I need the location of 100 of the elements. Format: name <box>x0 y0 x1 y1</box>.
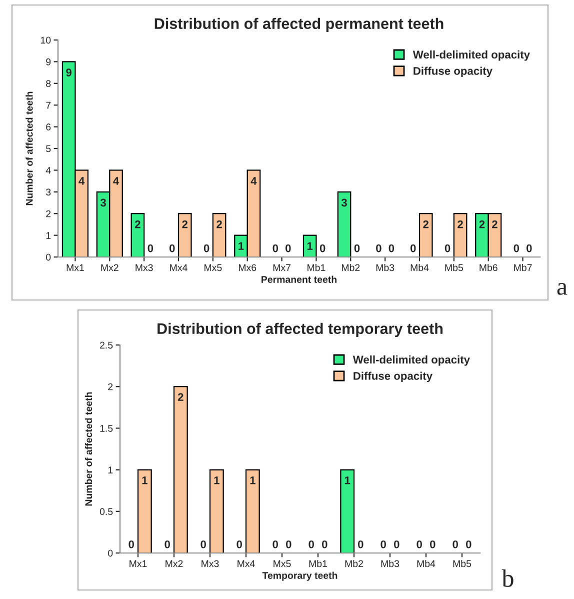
data-label: 0 <box>236 540 242 548</box>
x-tick-label: Mx4 <box>170 264 188 271</box>
data-label: 0 <box>466 540 472 548</box>
data-label: 0 <box>354 244 360 252</box>
x-tick-label: Mb5 <box>453 560 472 568</box>
data-label: 2 <box>182 220 188 228</box>
data-label: 1 <box>214 476 220 484</box>
data-label: 1 <box>238 242 244 250</box>
y-axis-title: Number of affected teeth <box>26 92 33 206</box>
data-label: 0 <box>169 244 175 252</box>
data-label: 0 <box>410 244 416 252</box>
data-label: 0 <box>430 540 436 548</box>
data-label: 0 <box>388 244 394 252</box>
x-tick-label: Mb6 <box>480 264 498 272</box>
x-tick-label: Mx1 <box>130 560 147 567</box>
data-label: 0 <box>164 540 170 548</box>
data-label: 2 <box>178 393 184 401</box>
data-label: 0 <box>452 540 458 548</box>
data-label: 0 <box>444 244 450 252</box>
bar <box>212 213 226 257</box>
y-tick-label: 0.5 <box>100 508 113 516</box>
y-tick-label: 1.5 <box>100 425 113 432</box>
legend-label: Diffuse opacity <box>414 66 492 78</box>
data-label: 1 <box>142 476 148 484</box>
chart-title: Distribution of affected temporary teeth <box>158 322 443 338</box>
data-label: 4 <box>78 177 85 185</box>
bar <box>302 234 317 257</box>
data-label: 0 <box>128 540 134 548</box>
legend-label: Well-delimited opacity <box>412 50 530 61</box>
x-tick-label: Mb1 <box>309 560 327 568</box>
x-tick-label: Mx4 <box>238 560 255 567</box>
text: a <box>557 282 568 295</box>
data-label: 0 <box>272 244 278 252</box>
x-tick-label: Mb4 <box>410 264 429 272</box>
data-label: 4 <box>113 177 120 185</box>
data-label: 0 <box>286 540 292 548</box>
y-tick-label: 0 <box>46 254 51 261</box>
x-tick-label: Mb1 <box>308 264 326 272</box>
data-label: 4 <box>250 177 257 185</box>
data-label: 0 <box>320 244 326 252</box>
data-label: 2 <box>216 220 222 228</box>
data-label: 3 <box>341 198 347 207</box>
data-label: 0 <box>376 244 382 252</box>
y-tick-label: 7 <box>46 102 51 109</box>
data-label: 0 <box>308 540 314 548</box>
data-label: 0 <box>322 540 328 548</box>
x-tick-label: Mx6 <box>238 264 256 272</box>
data-label: 0 <box>286 244 291 252</box>
data-label: 0 <box>204 244 210 252</box>
y-tick-label: 9 <box>46 58 51 66</box>
x-axis-title: Permanent teeth <box>262 276 336 283</box>
text: b <box>502 569 514 587</box>
data-label: 1 <box>307 242 313 250</box>
data-label: 9 <box>66 68 72 76</box>
y-tick-label: 5 <box>46 145 51 152</box>
data-label: 2 <box>423 220 429 228</box>
x-tick-label: Mb7 <box>514 264 532 272</box>
data-label: 0 <box>148 244 154 252</box>
data-label: 2 <box>458 220 463 228</box>
x-tick-label: Mb2 <box>345 560 363 568</box>
bar <box>418 213 433 257</box>
y-tick-label: 0 <box>108 550 113 557</box>
x-tick-label: Mb3 <box>381 560 400 568</box>
y-tick-label: 1 <box>46 232 51 239</box>
data-label: 1 <box>344 476 350 484</box>
data-label: 2 <box>135 220 140 228</box>
y-axis-title: Number of affected teeth <box>84 392 92 506</box>
bar <box>453 213 468 257</box>
data-label: 0 <box>358 540 364 548</box>
bar <box>178 213 192 257</box>
x-tick-label: Mx2 <box>101 264 118 271</box>
legend-label: Well-delimited opacity <box>352 355 470 366</box>
x-tick-label: Mb5 <box>445 264 463 272</box>
y-tick-label: 2 <box>46 210 51 218</box>
data-label: 0 <box>380 540 386 548</box>
bar <box>337 191 352 257</box>
chart-title: Distribution of affected permanent teeth <box>154 18 444 32</box>
data-label: 0 <box>514 244 520 252</box>
x-axis-title: Temporary teeth <box>262 572 338 581</box>
bar <box>130 213 145 257</box>
data-label: 1 <box>250 476 256 484</box>
x-tick-label: Mx3 <box>136 264 153 272</box>
x-tick-label: Mx2 <box>166 560 183 567</box>
legend-label: Diffuse opacity <box>354 372 432 382</box>
y-tick-label: 2 <box>108 383 113 390</box>
x-tick-label: Mb4 <box>417 560 436 568</box>
x-tick-label: Mb3 <box>376 264 394 272</box>
data-label: 2 <box>479 220 485 228</box>
x-tick-label: Mx3 <box>202 560 219 568</box>
data-label: 0 <box>200 540 206 548</box>
y-tick-label: 3 <box>46 188 51 196</box>
x-tick-label: Mx1 <box>66 264 84 271</box>
data-label: 0 <box>526 244 532 252</box>
x-tick-label: Mx5 <box>274 560 291 568</box>
x-tick-label: Mb2 <box>342 264 360 272</box>
y-tick-label: 4 <box>46 167 51 174</box>
y-tick-label: 6 <box>46 124 51 130</box>
x-tick-label: Mx7 <box>273 264 290 271</box>
y-tick-label: 1 <box>108 466 113 474</box>
data-label: 0 <box>416 540 422 548</box>
